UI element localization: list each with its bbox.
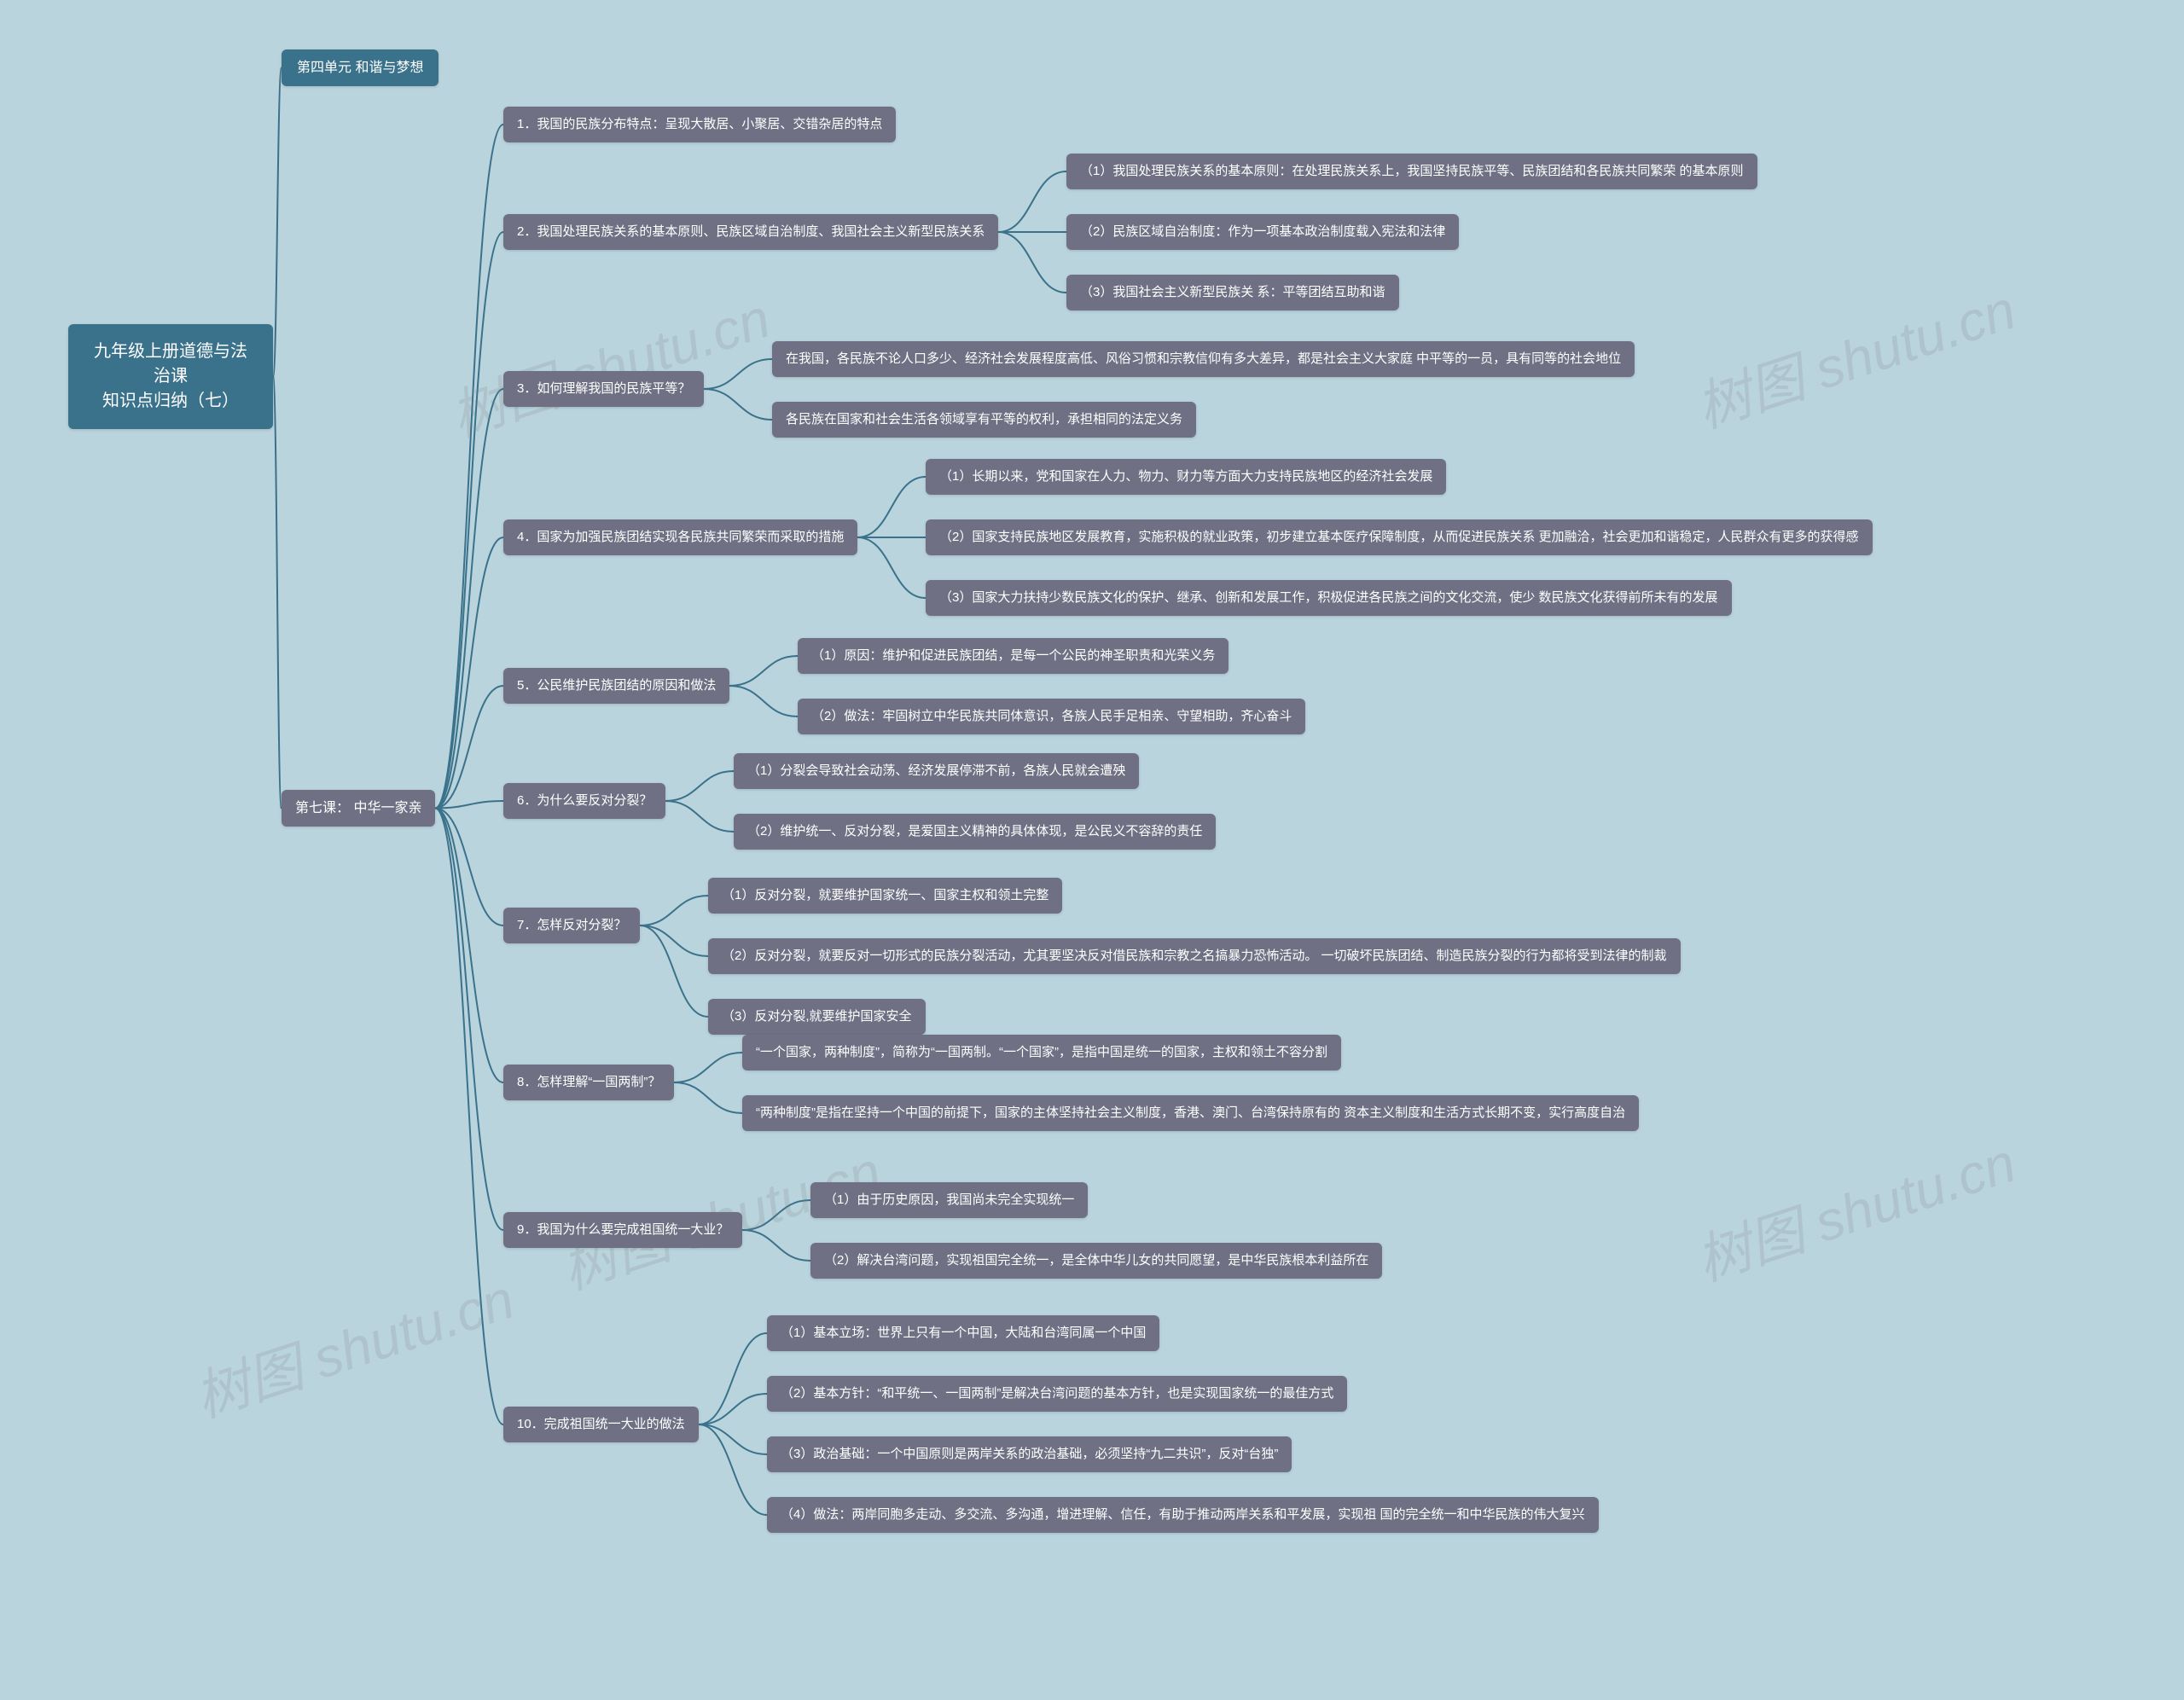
topic-node-8: 8．怎样理解“一国两制”？ [503,1065,674,1100]
leaf-node-10-4: （4）做法：两岸同胞多走动、多交流、多沟通，增进理解、信任，有助于推动两岸关系和… [767,1497,1599,1533]
leaf-node-5-1: （1）原因：维护和促进民族团结，是每一个公民的神圣职责和光荣义务 [798,638,1228,674]
leaf-node-9-1: （1）由于历史原因，我国尚未完全实现统一 [810,1182,1088,1218]
root-line1: 九年级上册道德与法治课 [94,342,247,386]
leaf-node-4-2: （2）国家支持民族地区发展教育，实施积极的就业政策，初步建立基本医疗保障制度，从… [926,519,1873,555]
topic-node-6: 6．为什么要反对分裂？ [503,783,665,819]
topic-node-3: 3．如何理解我国的民族平等？ [503,371,704,407]
topic-node-2: 2．我国处理民族关系的基本原则、民族区域自治制度、我国社会主义新型民族关系 [503,214,998,250]
topic-node-4: 4．国家为加强民族团结实现各民族共同繁荣而采取的措施 [503,519,857,555]
leaf-node-6-2: （2）维护统一、反对分裂，是爱国主义精神的具体体现，是公民义不容辞的责任 [734,814,1216,850]
leaf-node-3-1: 在我国，各民族不论人口多少、经济社会发展程度高低、风俗习惯和宗教信仰有多大差异，… [772,341,1635,377]
topic-node-1: 1．我国的民族分布特点：呈现大散居、小聚居、交错杂居的特点 [503,107,896,142]
leaf-node-8-2: “两种制度”是指在坚持一个中国的前提下，国家的主体坚持社会主义制度，香港、澳门、… [742,1095,1639,1131]
leaf-node-8-1: “一个国家，两种制度”，简称为“一国两制。“一个国家”，是指中国是统一的国家，主… [742,1035,1341,1070]
unit-node: 第四单元 和谐与梦想 [282,49,439,86]
root-node: 九年级上册道德与法治课 知识点归纳（七） [68,324,273,429]
leaf-node-7-3: （3）反对分裂,就要维护国家安全 [708,999,926,1035]
leaf-node-6-1: （1）分裂会导致社会动荡、经济发展停滞不前，各族人民就会遭殃 [734,753,1139,789]
leaf-node-10-2: （2）基本方针：“和平统一、一国两制”是解决台湾问题的基本方针，也是实现国家统一… [767,1376,1347,1412]
leaf-node-9-2: （2）解决台湾问题，实现祖国完全统一，是全体中华儿女的共同愿望，是中华民族根本利… [810,1243,1382,1279]
watermark: 树图 shutu.cn [1685,266,2024,443]
leaf-node-7-1: （1）反对分裂，就要维护国家统一、国家主权和领土完整 [708,878,1062,914]
mindmap-canvas: 树图 shutu.cn 树图 shutu.cn 树图 shutu.cn 树图 s… [0,0,2184,1700]
leaf-node-2-1: （1）我国处理民族关系的基本原则：在处理民族关系上，我国坚持民族平等、民族团结和… [1066,154,1757,189]
leaf-node-4-3: （3）国家大力扶持少数民族文化的保护、继承、创新和发展工作，积极促进各民族之间的… [926,580,1732,616]
root-line2: 知识点归纳（七） [102,392,239,410]
watermark: 树图 shutu.cn [183,1256,522,1432]
watermark: 树图 shutu.cn [1685,1119,2024,1296]
leaf-node-2-3: （3）我国社会主义新型民族关 系：平等团结互助和谐 [1066,275,1399,310]
topic-node-5: 5．公民维护民族团结的原因和做法 [503,668,729,704]
leaf-node-2-2: （2）民族区域自治制度：作为一项基本政治制度载入宪法和法律 [1066,214,1459,250]
leaf-node-3-2: 各民族在国家和社会生活各领域享有平等的权利，承担相同的法定义务 [772,402,1196,438]
leaf-node-7-2: （2）反对分裂，就要反对一切形式的民族分裂活动，尤其要坚决反对借民族和宗教之名搞… [708,938,1681,974]
topic-node-7: 7．怎样反对分裂？ [503,908,640,943]
topic-node-9: 9．我国为什么要完成祖国统一大业？ [503,1212,742,1248]
topic-node-10: 10．完成祖国统一大业的做法 [503,1407,699,1442]
leaf-node-10-1: （1）基本立场：世界上只有一个中国，大陆和台湾同属一个中国 [767,1315,1159,1351]
watermark: 树图 shutu.cn [439,275,778,451]
leaf-node-5-2: （2）做法：牢固树立中华民族共同体意识，各族人民手足相亲、守望相助，齐心奋斗 [798,699,1305,734]
leaf-node-10-3: （3）政治基础：一个中国原则是两岸关系的政治基础，必须坚持“九二共识”，反对“台… [767,1436,1292,1472]
lesson-node: 第七课： 中华一家亲 [282,790,435,827]
leaf-node-4-1: （1）长期以来，党和国家在人力、物力、财力等方面大力支持民族地区的经济社会发展 [926,459,1446,495]
